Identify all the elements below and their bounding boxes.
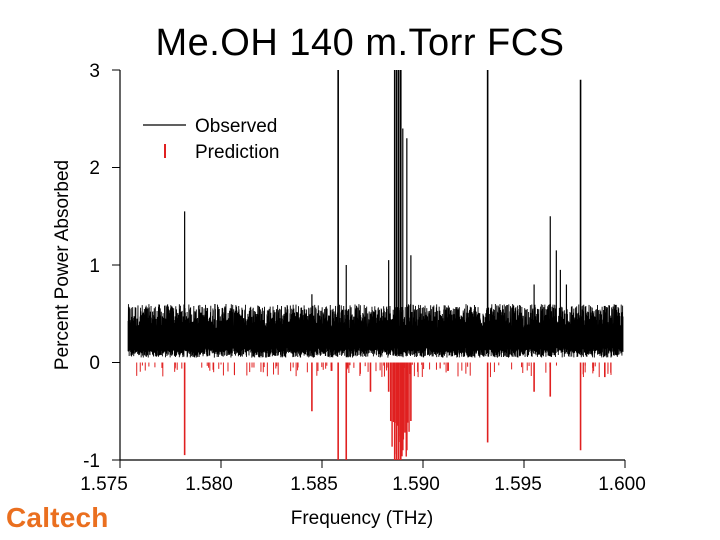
- x-tick-label: 1.590: [392, 474, 440, 495]
- observed-baseline: [127, 304, 624, 358]
- prediction-series: [136, 362, 612, 460]
- x-tick-label: 1.575: [80, 474, 128, 495]
- y-tick-label: 2: [89, 158, 100, 179]
- legend-prediction-label: Prediction: [195, 142, 280, 163]
- caltech-logo: Caltech: [6, 502, 109, 533]
- legend-observed-label: Observed: [195, 116, 277, 137]
- y-ticks: [112, 69, 120, 461]
- chart-title: Me.OH 140 m.Torr FCS: [155, 22, 565, 64]
- x-ticks: [119, 460, 626, 468]
- y-tick-label: 1: [89, 256, 100, 277]
- y-tick-label: 0: [89, 353, 100, 374]
- legend: Observed Prediction: [143, 116, 280, 163]
- y-axis-label: Percent Power Absorbed: [52, 160, 73, 370]
- x-axis-label: Frequency (THz): [291, 508, 434, 529]
- y-tick-label: -1: [83, 451, 100, 472]
- y-tick-label: 3: [89, 61, 100, 82]
- x-tick-label: 1.585: [290, 474, 338, 495]
- x-tick-label: 1.580: [185, 474, 233, 495]
- x-tick-label: 1.595: [494, 474, 542, 495]
- observed-series: [127, 70, 624, 358]
- x-tick-label: 1.600: [598, 474, 646, 495]
